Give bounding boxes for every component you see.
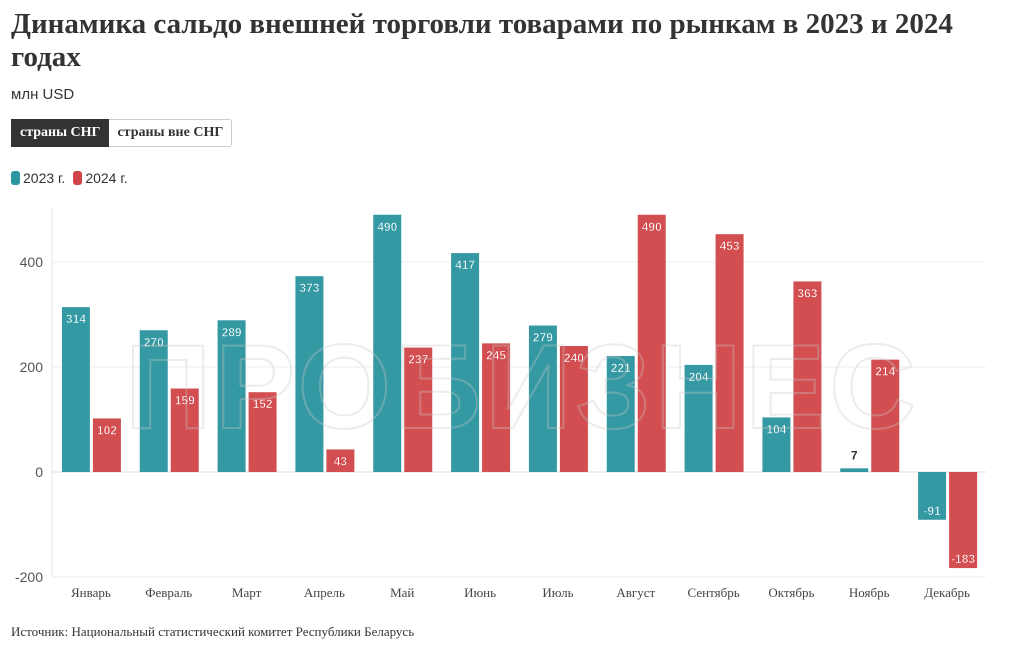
y-tick-label: 200 <box>20 359 44 375</box>
data-label: 204 <box>689 370 709 384</box>
bar <box>373 214 402 472</box>
x-tick-label: Май <box>390 585 414 600</box>
bar <box>482 343 511 472</box>
bar <box>295 276 324 472</box>
toggle-cis-button[interactable]: страны СНГ <box>11 119 110 147</box>
data-label: 152 <box>253 397 273 411</box>
x-tick-label: Январь <box>71 585 111 600</box>
bar <box>559 346 588 472</box>
x-tick-label: Март <box>232 585 262 600</box>
bar <box>92 418 121 472</box>
data-label: 245 <box>486 348 506 362</box>
bar <box>404 347 433 472</box>
data-label: 417 <box>455 258 475 272</box>
data-label: 363 <box>797 286 817 300</box>
legend: 2023 г. 2024 г. <box>11 170 128 186</box>
x-tick-label: Август <box>616 585 655 600</box>
bar <box>606 355 635 472</box>
legend-swatch <box>73 171 83 185</box>
legend-item-2023[interactable]: 2023 г. <box>11 170 65 186</box>
bar <box>139 330 168 472</box>
x-tick-label: Июль <box>542 585 573 600</box>
data-label: 490 <box>377 220 397 234</box>
bar <box>61 307 90 472</box>
bar <box>871 359 900 472</box>
data-label: 214 <box>875 365 895 379</box>
bar <box>715 234 744 472</box>
bar <box>762 417 791 472</box>
x-tick-label: Июнь <box>464 585 496 600</box>
data-label: 43 <box>334 454 348 468</box>
bar <box>949 472 978 569</box>
bar <box>840 468 869 472</box>
bar <box>248 392 277 472</box>
bar <box>684 364 713 472</box>
data-label: 490 <box>642 220 662 234</box>
y-tick-label: -200 <box>15 569 43 585</box>
data-label: 159 <box>175 394 195 408</box>
x-tick-label: Декабрь <box>924 585 970 600</box>
legend-swatch <box>11 171 20 185</box>
chart-title: Динамика сальдо внешней торговли товарам… <box>11 8 953 73</box>
x-tick-label: Сентябрь <box>688 585 740 600</box>
data-label: 237 <box>408 353 428 367</box>
data-label: 289 <box>222 325 242 339</box>
data-label: 104 <box>766 422 786 436</box>
data-label: 279 <box>533 331 553 345</box>
x-tick-label: Февраль <box>145 585 192 600</box>
bar <box>451 253 480 472</box>
legend-label: 2023 г. <box>23 170 66 186</box>
data-label: 453 <box>720 239 740 253</box>
bar <box>637 214 666 472</box>
bar <box>918 472 947 520</box>
chart-subtitle: млн USD <box>11 86 75 103</box>
data-label: 7 <box>851 448 858 462</box>
bar <box>217 320 246 472</box>
bar <box>170 388 199 472</box>
legend-label: 2024 г. <box>85 170 128 186</box>
x-tick-label: Апрель <box>304 585 345 600</box>
data-label: 221 <box>611 361 631 375</box>
toggle-non-cis-button[interactable]: страны вне СНГ <box>109 119 233 147</box>
bar <box>793 281 822 472</box>
y-tick-label: 400 <box>20 254 44 270</box>
bar <box>326 449 355 472</box>
bar <box>528 325 557 472</box>
legend-item-2024[interactable]: 2024 г. <box>73 170 128 186</box>
data-label: -91 <box>923 504 941 518</box>
y-tick-label: 0 <box>35 464 43 480</box>
source-note: Источник: Национальный статистический ко… <box>11 624 415 639</box>
market-toggle: страны СНГ страны вне СНГ <box>11 119 233 147</box>
x-tick-label: Ноябрь <box>849 585 890 600</box>
x-tick-label: Октябрь <box>768 585 814 600</box>
data-label: 240 <box>564 351 584 365</box>
data-label: 373 <box>299 281 319 295</box>
data-label: 270 <box>144 335 164 349</box>
data-label: -183 <box>951 552 975 566</box>
data-label: 102 <box>97 423 117 437</box>
data-label: 314 <box>66 312 86 326</box>
